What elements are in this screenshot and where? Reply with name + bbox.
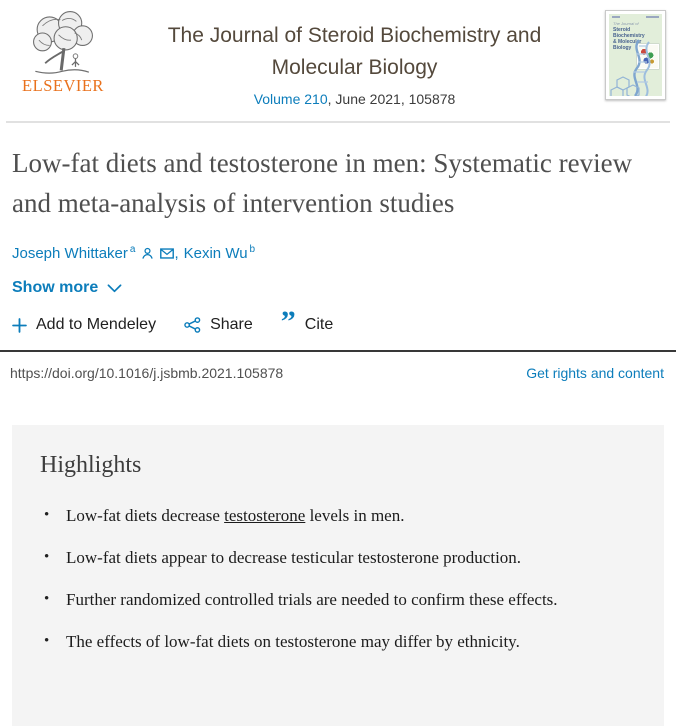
share-button[interactable]: Share xyxy=(184,316,253,334)
highlight-item: Further randomized controlled trials are… xyxy=(40,588,636,611)
add-to-mendeley-label: Add to Mendeley xyxy=(36,316,157,333)
author-separator: , xyxy=(174,244,179,262)
author-affiliation-sup-1: a xyxy=(129,244,136,255)
highlights-heading: Highlights xyxy=(40,452,142,478)
doi-link[interactable]: https://doi.org/10.1016/j.jsbmb.2021.105… xyxy=(10,365,284,381)
author-profile-icon[interactable] xyxy=(141,247,154,260)
journal-header: ELSEVIER The Journal of Steroid Biochemi… xyxy=(0,0,676,107)
share-icon xyxy=(184,317,201,333)
highlights-box: Highlights Low-fat diets decrease testos… xyxy=(12,425,664,726)
action-bar: Add to Mendeley Share ” Cite xyxy=(12,305,664,338)
highlight-item: Low-fat diets appear to decrease testicu… xyxy=(40,546,636,569)
doi-bar: https://doi.org/10.1016/j.jsbmb.2021.105… xyxy=(0,352,676,395)
add-to-mendeley-button[interactable]: Add to Mendeley xyxy=(12,316,156,334)
highlights-list: Low-fat diets decrease testosterone leve… xyxy=(40,504,636,653)
journal-cover-art: The Journal of Steroid Biochemistry & Mo… xyxy=(609,14,662,96)
highlight-item: Low-fat diets decrease testosterone leve… xyxy=(40,504,636,527)
journal-cover-thumbnail[interactable]: The Journal of Steroid Biochemistry & Mo… xyxy=(605,10,666,100)
author-link-1[interactable]: Joseph Whittaker a xyxy=(12,244,136,262)
show-more-label: Show more xyxy=(12,279,99,296)
plus-icon xyxy=(12,317,27,333)
get-rights-link[interactable]: Get rights and content xyxy=(526,365,664,381)
cite-button[interactable]: ” Cite xyxy=(280,305,334,338)
show-more-button[interactable]: Show more xyxy=(12,279,122,297)
elsevier-wordmark: ELSEVIER xyxy=(22,76,104,95)
chevron-down-icon xyxy=(107,283,122,292)
testosterone-term-link[interactable]: testosterone xyxy=(224,506,306,525)
quote-icon: ” xyxy=(280,305,296,338)
cover-masthead-bar xyxy=(612,16,659,18)
cover-title-text: Steroid Biochemistry & Molecular Biology xyxy=(613,27,645,51)
issue-info: , June 2021, 105878 xyxy=(327,91,456,107)
article-head: Low-fat diets and testosterone in men: S… xyxy=(0,143,676,338)
elsevier-logo[interactable]: ELSEVIER xyxy=(12,8,114,96)
doi-top-rule xyxy=(0,350,676,352)
author-affiliation-sup-2: b xyxy=(249,244,256,255)
author-link-2[interactable]: Kexin Wu b xyxy=(183,244,256,262)
cover-dna-illustration xyxy=(610,39,651,96)
author-line: Joseph Whittaker a , Kexin Wu b xyxy=(12,244,664,262)
header-divider xyxy=(6,121,670,123)
cover-title-prefix: The Journal of xyxy=(613,21,639,26)
volume-issue-line: Volume 210, June 2021, 105878 xyxy=(114,91,595,107)
cite-label: Cite xyxy=(304,316,334,333)
share-label: Share xyxy=(210,316,253,333)
article-title: Low-fat diets and testosterone in men: S… xyxy=(12,148,633,218)
volume-link[interactable]: Volume 210 xyxy=(253,91,328,107)
elsevier-tree-icon xyxy=(33,11,93,74)
journal-masthead: The Journal of Steroid Biochemistry and … xyxy=(114,8,595,107)
journal-title-link[interactable]: The Journal of Steroid Biochemistry and … xyxy=(167,24,542,79)
email-envelope-icon[interactable] xyxy=(160,247,175,259)
highlight-item: The effects of low-fat diets on testoste… xyxy=(40,630,636,653)
